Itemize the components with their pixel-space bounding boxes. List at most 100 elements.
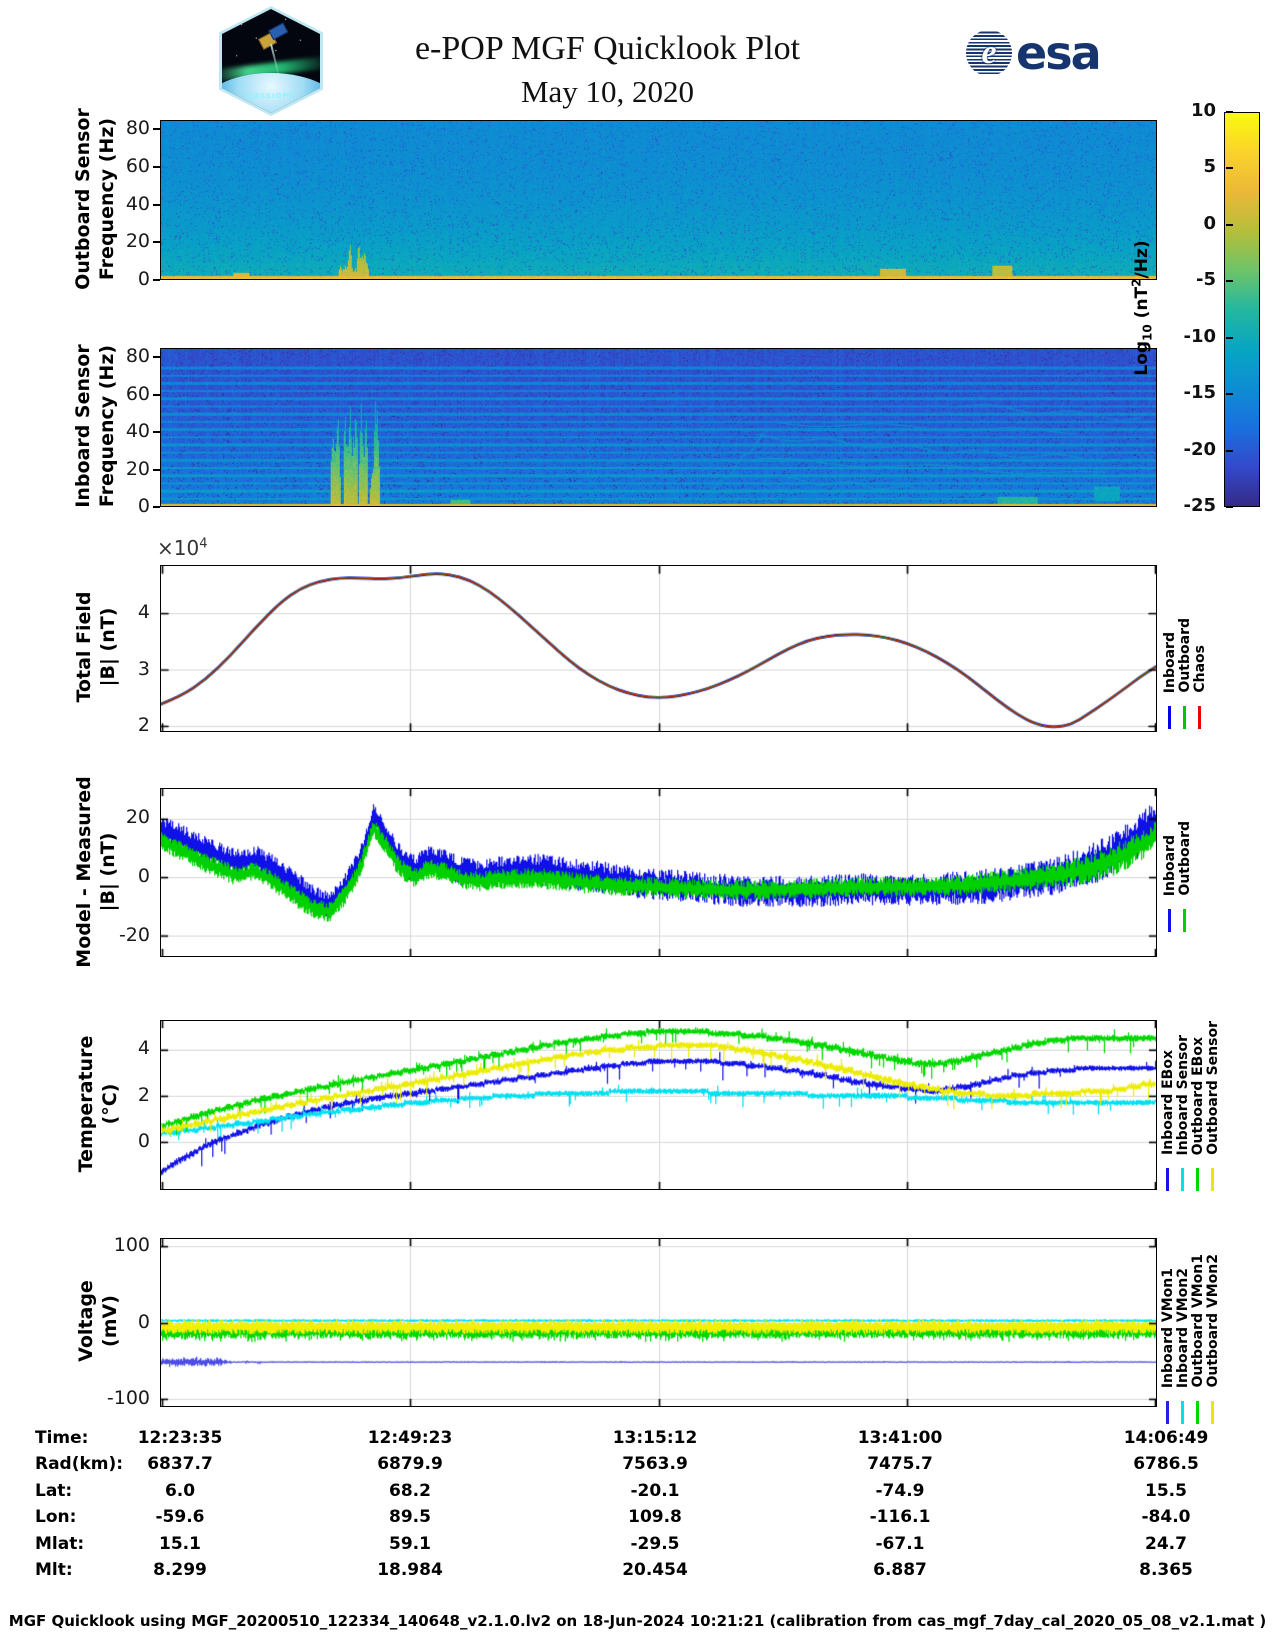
table-cell: 6879.9 xyxy=(377,1454,443,1475)
table-row-label: Lat: xyxy=(35,1480,73,1501)
legend-label: Outboard xyxy=(1176,618,1193,693)
table-cell: -59.6 xyxy=(155,1507,205,1528)
table-cell: -29.5 xyxy=(630,1533,680,1554)
y-tick-mark xyxy=(153,356,160,359)
table-cell: 7475.7 xyxy=(867,1454,933,1475)
table-cell: 6786.5 xyxy=(1133,1454,1199,1475)
y-tick-mark xyxy=(153,431,160,434)
legend-entry: Chaos xyxy=(1191,567,1208,693)
legend-color-swatch xyxy=(1166,1401,1169,1424)
table-cell: 20.454 xyxy=(622,1560,688,1580)
legend-color-swatch xyxy=(1166,1168,1169,1191)
colorbar-tick-mark xyxy=(1226,223,1233,226)
outboard-spectrogram-canvas xyxy=(161,121,1156,279)
y-tick-label: 4 xyxy=(137,1037,150,1060)
table-cell: 12:23:35 xyxy=(137,1428,223,1448)
y-tick-label: 20 xyxy=(125,805,150,828)
footer-filename: MGF Quicklook using MGF_20200510_122334_… xyxy=(8,1612,1267,1630)
total-field-canvas xyxy=(161,566,1156,731)
legend-color-swatch xyxy=(1181,1168,1184,1191)
y-tick-label: -20 xyxy=(118,924,150,947)
total-field-panel xyxy=(160,565,1157,732)
temperature-panel xyxy=(160,1020,1157,1190)
legend-swatch-cell xyxy=(1177,706,1192,729)
table-cell: -74.9 xyxy=(875,1480,925,1501)
y-tick-label: 0 xyxy=(137,268,150,290)
table-cell: 6837.7 xyxy=(147,1454,213,1475)
table-row-label: Lon: xyxy=(35,1507,77,1528)
legend-label: Outboard VMon2 xyxy=(1204,1254,1221,1388)
table-cell: -116.1 xyxy=(869,1507,931,1528)
y-tick-label: 2 xyxy=(137,1083,150,1106)
esa-globe-icon: e xyxy=(966,30,1012,76)
y-tick-label: -100 xyxy=(106,1387,150,1410)
colorbar-tick-mark xyxy=(1226,280,1233,283)
colorbar-gradient xyxy=(1225,113,1259,506)
legend-label: Chaos xyxy=(1191,645,1208,693)
table-cell: -84.0 xyxy=(1141,1507,1191,1528)
table-cell: 13:41:00 xyxy=(857,1428,943,1448)
model-measured-canvas xyxy=(161,789,1156,956)
y-tick-label: 40 xyxy=(125,192,150,215)
legend-color-swatch xyxy=(1183,706,1186,729)
y-axis-multiplier: ×104 xyxy=(157,536,208,560)
y-tick-label: 4 xyxy=(137,601,150,624)
table-cell: 68.2 xyxy=(389,1480,431,1501)
legend-label: Inboard xyxy=(1161,631,1178,693)
legend-color-swatch xyxy=(1211,1401,1214,1424)
legend-entry: Inboard xyxy=(1162,792,1178,896)
y-tick-label: 40 xyxy=(125,420,150,443)
y-tick-label: 60 xyxy=(125,155,150,178)
legend-swatch-cell xyxy=(1175,1401,1190,1424)
table-row-label: Time: xyxy=(35,1428,89,1448)
y-tick-mark xyxy=(153,279,160,281)
table-cell: 8.299 xyxy=(153,1560,207,1580)
legend-swatch-cell xyxy=(1190,1168,1205,1191)
colorbar-tick-label: 10 xyxy=(1190,100,1216,121)
header: e-POP MGF Quicklook Plot May 10, 2020 xyxy=(200,30,1015,110)
legend-swatch-cell xyxy=(1205,1168,1220,1191)
y-tick-mark xyxy=(153,393,160,396)
table-cell: 8.365 xyxy=(1139,1560,1193,1580)
y-tick-mark xyxy=(153,506,160,508)
y-tick-label: 2 xyxy=(137,714,150,737)
legend-swatch-cell xyxy=(1190,1401,1205,1424)
y-tick-mark xyxy=(153,241,160,244)
table-cell: 13:15:12 xyxy=(612,1428,698,1448)
colorbar-tick-label: -25 xyxy=(1183,495,1216,516)
legend-color-swatch xyxy=(1183,909,1186,932)
colorbar-tick-label: -5 xyxy=(1196,269,1216,291)
colorbar-tick-label: -10 xyxy=(1183,325,1216,347)
legend-swatch-cell xyxy=(1175,1168,1190,1191)
table-cell: 89.5 xyxy=(389,1507,431,1528)
colorbar-tick-label: -15 xyxy=(1183,382,1216,404)
table-cell: 18.984 xyxy=(377,1560,443,1580)
legend-swatch-cell xyxy=(1160,1401,1175,1424)
legend-entry: Inboard xyxy=(1161,567,1178,693)
y-tick-label: 60 xyxy=(125,382,150,405)
y-tick-label: 20 xyxy=(125,457,150,480)
legend-entry: Inboard VMon1 xyxy=(1159,1240,1176,1388)
inboard-spectrogram-canvas xyxy=(161,349,1156,506)
table-cell: 24.7 xyxy=(1145,1533,1187,1554)
table-cell: 7563.9 xyxy=(622,1454,688,1475)
legend-entry: Outboard Sensor xyxy=(1205,1020,1221,1155)
colorbar-tick-mark xyxy=(1226,449,1233,452)
legend-color-swatch xyxy=(1196,1168,1199,1191)
colorbar-tick-label: 5 xyxy=(1203,156,1216,178)
colorbar-tick-label: 0 xyxy=(1203,212,1216,234)
y-tick-mark xyxy=(153,128,160,131)
inboard-spectrogram-panel xyxy=(160,348,1157,507)
y-tick-label: 0 xyxy=(137,1130,150,1153)
colorbar-tick-mark xyxy=(1226,393,1233,396)
table-cell: -20.1 xyxy=(630,1480,680,1501)
model-measured-legend: Inboard Outboard xyxy=(1162,792,1193,932)
colorbar-tick-mark xyxy=(1226,506,1233,508)
legend-swatch-cell xyxy=(1162,706,1177,729)
legend-label: Inboard VMon1 xyxy=(1159,1267,1176,1388)
legend-label: Outboard VMon1 xyxy=(1189,1254,1206,1388)
y-tick-mark xyxy=(153,203,160,206)
legend-color-swatch xyxy=(1198,706,1201,729)
table-row-label: Rad(km): xyxy=(35,1454,124,1475)
